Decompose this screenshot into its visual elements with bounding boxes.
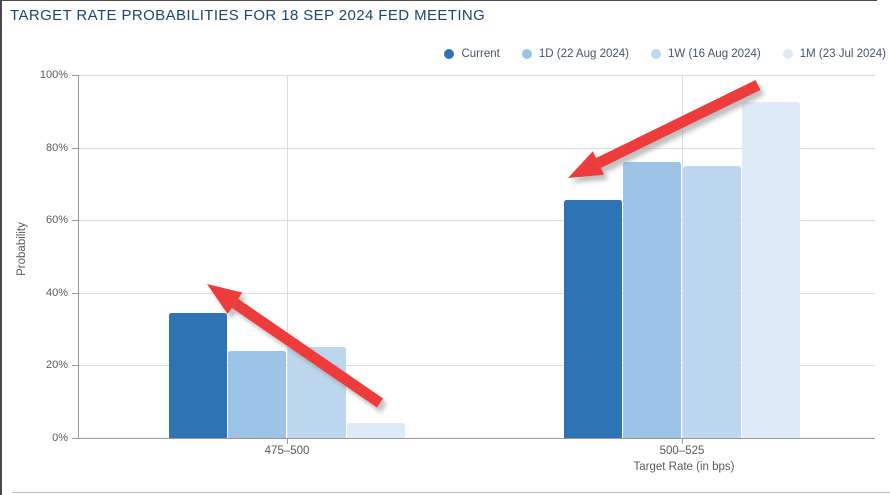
legend-item-1w[interactable]: 1W (16 Aug 2024) xyxy=(651,48,761,60)
legend-dot-icon xyxy=(521,49,532,59)
bar-1w-500-525[interactable] xyxy=(682,165,741,438)
chart-title: TARGET RATE PROBABILITIES FOR 18 SEP 202… xyxy=(10,7,486,24)
gridline-horizontal-80 xyxy=(78,147,875,149)
y-axis-title: Probability xyxy=(16,222,28,276)
legend-dot-icon xyxy=(444,49,455,59)
x-axis-line xyxy=(78,438,875,439)
y-tick-mark-40 xyxy=(72,292,78,294)
x-tick-mark-0 xyxy=(287,438,288,444)
y-tick-label-60: 60% xyxy=(45,214,68,227)
y-tick-mark-80 xyxy=(72,147,78,149)
legend-dot-icon xyxy=(782,49,793,59)
y-tick-mark-60 xyxy=(72,220,78,222)
bar-1w-475-500[interactable] xyxy=(287,347,346,438)
legend-label: Current xyxy=(461,48,500,60)
panel-bottom-divider xyxy=(12,492,890,493)
y-tick-label-20: 20% xyxy=(45,359,68,372)
bar-1m-500-525[interactable] xyxy=(742,102,801,438)
gridline-horizontal-60 xyxy=(78,220,875,222)
panel-top-border xyxy=(0,0,877,1)
legend-label: 1W (16 Aug 2024) xyxy=(668,48,761,60)
legend-item-1d[interactable]: 1D (22 Aug 2024) xyxy=(521,48,629,60)
gridline-vertical-category-1 xyxy=(682,75,683,438)
legend-label: 1D (22 Aug 2024) xyxy=(538,48,629,60)
y-tick-label-40: 40% xyxy=(45,286,68,299)
y-tick-label-0: 0% xyxy=(52,432,68,444)
chart-legend: Current 1D (22 Aug 2024) 1W (16 Aug 2024) 1… xyxy=(444,46,886,62)
panel-left-border xyxy=(0,0,2,495)
y-tick-label-100: 100% xyxy=(39,69,68,81)
x-tick-mark-1 xyxy=(682,438,683,444)
gridline-vertical-category-0 xyxy=(287,75,288,438)
gridline-horizontal-40 xyxy=(78,292,875,294)
y-axis-line xyxy=(78,75,79,438)
legend-item-current[interactable]: Current xyxy=(444,48,500,60)
bar-1m-475-500[interactable] xyxy=(347,423,406,438)
y-tick-mark-20 xyxy=(72,365,78,367)
gridline-horizontal-20 xyxy=(78,365,875,367)
bar-current-475-500[interactable] xyxy=(168,312,227,438)
legend-item-1m[interactable]: 1M (23 Jul 2024) xyxy=(782,48,886,60)
x-axis-title: Target Rate (in bps) xyxy=(633,461,735,473)
x-tick-label-0: 475–500 xyxy=(264,445,310,457)
legend-label: 1M (23 Jul 2024) xyxy=(799,48,886,60)
y-tick-mark-100 xyxy=(72,75,78,76)
bar-current-500-525[interactable] xyxy=(563,200,622,438)
x-tick-label-1: 500–525 xyxy=(659,445,705,457)
y-tick-label-80: 80% xyxy=(45,141,68,154)
gridline-horizontal-100 xyxy=(78,75,875,76)
bar-1d-500-525[interactable] xyxy=(623,162,682,438)
legend-dot-icon xyxy=(651,49,661,59)
y-tick-mark-0 xyxy=(72,438,78,439)
bar-1d-475-500[interactable] xyxy=(228,350,287,438)
